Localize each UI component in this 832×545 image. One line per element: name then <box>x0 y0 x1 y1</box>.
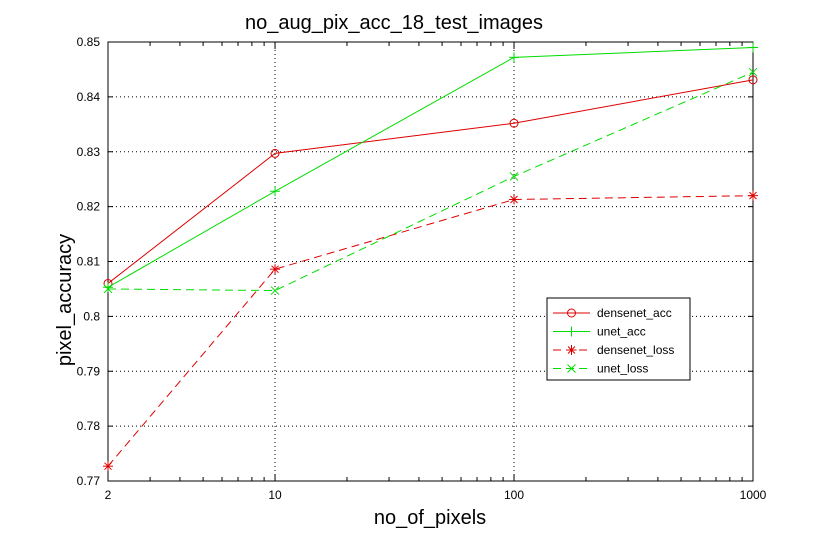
data-point <box>270 286 280 295</box>
data-point <box>270 186 281 197</box>
series-densenet-loss <box>103 190 758 472</box>
legend-item: densenet_loss <box>553 343 674 357</box>
grid-lines <box>108 42 753 481</box>
series-densenet-acc <box>103 75 758 288</box>
data-point <box>748 67 758 77</box>
data-point <box>509 194 520 205</box>
chart-title: no_aug_pix_acc_18_test_images <box>245 12 543 34</box>
series-line <box>107 195 754 467</box>
x-tick-label: 2 <box>105 488 112 502</box>
data-point <box>748 42 758 53</box>
x-tick-label: 1000 <box>740 488 767 502</box>
y-tick-label: 0.83 <box>77 145 101 159</box>
y-tick-label: 0.79 <box>77 364 101 378</box>
legend-label: densenet_loss <box>597 343 674 357</box>
data-point <box>103 461 113 472</box>
y-tick-label: 0.84 <box>77 90 101 104</box>
data-point <box>103 284 113 294</box>
legend-label: unet_loss <box>597 362 648 376</box>
y-tick-label: 0.77 <box>77 474 101 488</box>
y-tick-label: 0.85 <box>77 35 101 49</box>
legend-label: unet_acc <box>597 325 646 339</box>
legend-label: densenet_acc <box>597 306 672 320</box>
y-tick-label: 0.82 <box>77 200 101 214</box>
legend-item: unet_loss <box>553 362 648 376</box>
data-point <box>103 282 113 293</box>
legend-item: densenet_acc <box>553 306 672 320</box>
legend-marker <box>567 364 576 373</box>
series-line <box>107 46 754 288</box>
legend-box <box>546 297 691 381</box>
legend: densenet_acc unet_acc densenet_loss unet_lo… <box>546 297 691 381</box>
x-axis-label: no_of_pixels <box>374 507 486 529</box>
legend-item: unet_acc <box>553 325 646 339</box>
y-tick-label: 0.8 <box>83 309 100 323</box>
legend-marker <box>566 345 577 355</box>
legend-marker <box>567 308 576 318</box>
y-tick-label: 0.78 <box>77 419 101 433</box>
series-unet-loss <box>103 67 758 295</box>
data-point <box>509 118 519 128</box>
x-tick-label: 10 <box>268 488 282 502</box>
y-axis-label: pixel_accuracy <box>54 234 76 366</box>
series-unet-acc <box>103 42 758 293</box>
series-line <box>107 79 754 284</box>
series-line <box>107 71 754 292</box>
data-point <box>748 75 758 85</box>
legend-marker <box>566 326 577 337</box>
data-point <box>748 190 758 201</box>
axis-ticks: 0.77 0.78 0.79 0.8 0.81 0.82 0.83 0.84 0.85 2 10 10… <box>77 35 767 502</box>
data-point <box>270 264 281 275</box>
data-point <box>270 148 280 158</box>
data-point <box>509 52 520 63</box>
series-layer <box>103 42 758 472</box>
data-point <box>509 172 519 181</box>
x-tick-label: 100 <box>504 488 524 502</box>
y-tick-label: 0.81 <box>77 255 101 269</box>
